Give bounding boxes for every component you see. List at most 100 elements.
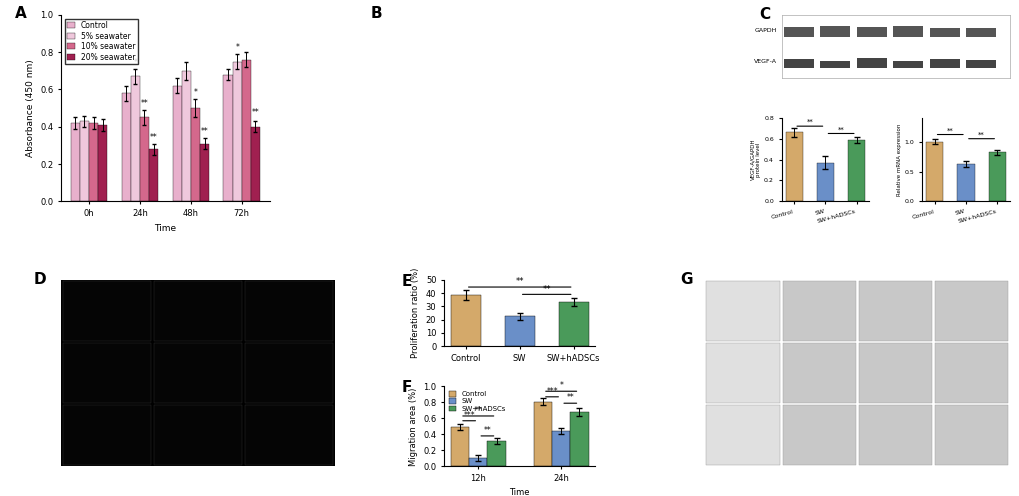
Y-axis label: Migration area (%): Migration area (%)	[409, 387, 417, 466]
Text: ***: ***	[463, 411, 475, 420]
X-axis label: Time: Time	[154, 224, 176, 233]
Text: **: **	[201, 127, 208, 136]
Bar	[934, 405, 1008, 465]
Bar	[200, 143, 209, 201]
Bar	[79, 121, 89, 201]
Y-axis label: VEGF-A/GAPDH
protein level: VEGF-A/GAPDH protein level	[750, 139, 760, 181]
Bar	[934, 343, 1008, 403]
Text: **: **	[566, 393, 574, 402]
Bar	[856, 27, 886, 37]
Bar	[782, 343, 855, 403]
Bar	[89, 123, 98, 201]
Bar	[893, 61, 922, 68]
Text: **: **	[977, 132, 984, 138]
Bar	[893, 26, 922, 37]
Bar	[154, 281, 242, 341]
Text: *: *	[235, 43, 238, 52]
Bar	[782, 405, 855, 465]
Bar	[858, 281, 931, 341]
Bar	[140, 118, 149, 201]
Bar	[130, 76, 140, 201]
Bar	[242, 60, 251, 201]
Text: **: **	[474, 406, 482, 415]
Bar	[191, 108, 200, 201]
Bar	[533, 402, 551, 466]
Bar	[62, 343, 151, 403]
Bar	[98, 125, 107, 201]
Bar	[504, 316, 534, 346]
Y-axis label: Absorbance (450 nm): Absorbance (450 nm)	[25, 59, 35, 157]
Text: GAPDH: GAPDH	[754, 28, 776, 33]
Bar	[782, 281, 855, 341]
Bar	[551, 431, 570, 466]
Y-axis label: Relative mRNA expression: Relative mRNA expression	[896, 124, 901, 196]
X-axis label: Time: Time	[508, 489, 530, 496]
Text: **: **	[946, 128, 953, 134]
Bar	[965, 28, 996, 37]
Bar	[70, 123, 79, 201]
Bar	[785, 132, 802, 201]
Text: **: **	[252, 109, 259, 118]
Bar	[848, 140, 864, 201]
Bar	[784, 60, 813, 68]
Bar	[62, 281, 151, 341]
Bar	[819, 25, 849, 37]
Text: **: **	[542, 285, 550, 294]
Text: **: **	[515, 277, 524, 286]
Text: A: A	[15, 5, 28, 20]
Bar	[245, 343, 333, 403]
Bar	[450, 295, 480, 346]
Text: F: F	[401, 380, 412, 395]
Text: *: *	[133, 58, 138, 67]
Legend: Control, SW, SW+hADSCs: Control, SW, SW+hADSCs	[447, 390, 506, 413]
Bar	[987, 152, 1005, 201]
Text: B: B	[370, 5, 381, 20]
Bar	[858, 405, 931, 465]
Bar	[232, 62, 242, 201]
Bar	[706, 405, 779, 465]
Text: **: **	[837, 126, 844, 132]
Bar	[450, 427, 469, 466]
Bar	[858, 343, 931, 403]
Text: VEGF-A: VEGF-A	[753, 60, 776, 64]
Text: **: **	[806, 119, 812, 125]
Bar	[245, 405, 333, 465]
Bar	[929, 28, 959, 37]
Text: **: **	[150, 133, 157, 142]
Bar	[62, 405, 151, 465]
Legend: Control, 5% seawater, 10% seawater, 20% seawater: Control, 5% seawater, 10% seawater, 20% …	[65, 19, 138, 64]
Bar	[819, 62, 849, 68]
Text: **: **	[141, 99, 148, 108]
Bar	[816, 163, 834, 201]
Text: *: *	[194, 88, 197, 97]
Text: C: C	[758, 7, 769, 22]
Bar	[251, 127, 260, 201]
Bar	[558, 303, 588, 346]
Bar	[181, 71, 191, 201]
Bar	[487, 441, 505, 466]
Bar	[149, 149, 158, 201]
Text: E: E	[401, 274, 412, 289]
Text: D: D	[34, 272, 47, 287]
Bar	[570, 412, 588, 466]
Bar	[957, 164, 973, 201]
Bar	[469, 458, 487, 466]
Bar	[929, 59, 959, 68]
Bar	[245, 281, 333, 341]
Y-axis label: Proliferation ratio (%): Proliferation ratio (%)	[411, 268, 420, 358]
Text: **: **	[483, 426, 491, 435]
Bar	[934, 281, 1008, 341]
Bar	[856, 58, 886, 68]
Bar	[925, 142, 943, 201]
Bar	[706, 281, 779, 341]
Bar	[154, 405, 242, 465]
Bar	[223, 74, 232, 201]
Bar	[965, 60, 996, 68]
Text: *: *	[558, 381, 562, 390]
Bar	[154, 343, 242, 403]
Text: G: G	[680, 272, 692, 287]
Bar	[172, 86, 181, 201]
Bar	[784, 27, 813, 37]
Text: ***: ***	[546, 387, 557, 396]
Bar	[121, 93, 130, 201]
